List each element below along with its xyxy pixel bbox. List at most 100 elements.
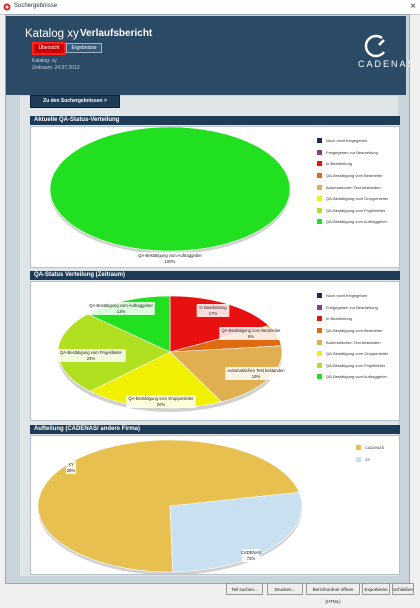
legend-label: Freigegeben zur Bearbeitung [326, 304, 378, 310]
legend-item: QA-Bestätigung vom Bearbeiter [317, 325, 402, 337]
cadenas-logo [364, 34, 385, 58]
pie-slice-label: QA-Bestätigung vom Gruppenleiter [128, 396, 194, 401]
meta-period: Zeitraum: 24.07.2013 [32, 65, 80, 71]
legend-swatch [317, 207, 322, 213]
section-period-status-header: QA-Status Verteilung (Zeitraum) [30, 271, 400, 280]
pie-slice-xy [169, 491, 303, 573]
legend-item: QA-Bestätigung vom Projektleiter [317, 205, 402, 217]
pie-label-background [219, 327, 283, 340]
legend-swatch [317, 362, 322, 368]
legend-label: Freigegeben zur Bearbeitung [326, 149, 378, 155]
legend-label: In Bearbeitung [326, 161, 353, 167]
pie-slice-label: QA-Bestätigung vom Bearbeiter [221, 328, 281, 333]
legend-swatch [317, 304, 322, 310]
legend-label: Automatischen Test bestanden [326, 184, 381, 190]
legend-company-split: CADENAS XY [356, 442, 420, 465]
legend-swatch [356, 445, 361, 451]
legend-label: QA-Bestätigung vom Bearbeiter [326, 328, 383, 334]
legend-label: QA-Bestätigung vom Bearbeiter [326, 173, 383, 179]
pie-slice-value: 28% [67, 468, 76, 473]
legend-item: QA-Bestätigung vom Bearbeiter [317, 170, 402, 182]
legend-swatch [317, 161, 322, 167]
pie-label-background [241, 549, 261, 562]
pie-slice-value: 72% [247, 556, 256, 561]
legend-item: Automatischen Test bestanden [317, 336, 402, 348]
legend-item: Automatischen Test bestanden [317, 181, 402, 193]
legend-item: Freigegeben zur Bearbeitung [317, 147, 402, 159]
legend-swatch [317, 138, 322, 144]
pie-slice-value: 24% [87, 356, 96, 361]
tab-overview[interactable]: Übersicht [32, 42, 66, 55]
pie-slice-label: Automatischen Test bestanden [227, 368, 285, 373]
export-button[interactable]: Exportieren [362, 583, 390, 595]
legend-period-status: Noch nicht freigegeben Freigegeben zur Be… [317, 290, 402, 383]
pie-label-background [225, 367, 287, 380]
pie-label-background [126, 395, 196, 408]
panel-current-status: QA-Bestätigung vom Auftraggeber 100% Noch… [30, 126, 400, 268]
pie-label-background [56, 349, 126, 362]
pie-slice-qa-best-tigung-vom-auftraggeber [49, 127, 291, 252]
pie-slice-value: 20% [157, 402, 166, 407]
close-icon[interactable]: × [410, 1, 416, 12]
panel-period-status: In Bearbeitung 17% QA-Bestätigung vom Bear… [30, 281, 400, 421]
legend-swatch [317, 374, 322, 380]
pie-slice-value: 6% [248, 334, 254, 339]
pie-slice-label: QA-Bestätigung vom Projektleiter [60, 350, 123, 355]
report-header [6, 16, 406, 95]
catalog-name: Katalog xy [25, 28, 79, 40]
legend-swatch [317, 351, 322, 357]
pie-slice-value: 17% [209, 311, 218, 316]
legend-swatch [317, 328, 322, 334]
legend-swatch [317, 293, 322, 299]
pie-slice-value: 13% [117, 309, 126, 314]
legend-swatch [317, 173, 322, 179]
legend-item: In Bearbeitung [317, 313, 402, 325]
pie-slice-label: In Bearbeitung [199, 305, 227, 310]
legend-item: Noch nicht freigegeben [317, 290, 402, 302]
pie-label-background [87, 302, 155, 315]
panel-company-split: CADENAS 72% XY 28% CADENAS XY [30, 435, 400, 575]
pie-slice-label: XY [68, 462, 74, 467]
legend-swatch [317, 149, 322, 155]
pie-label-background [196, 304, 230, 317]
report-title: Verlaufsbericht [80, 28, 153, 39]
meta-catalog: Katalog: xy [32, 58, 57, 64]
legend-swatch [317, 219, 322, 225]
legend-item: Freigegeben zur Bearbeitung [317, 302, 402, 314]
find-part-button[interactable]: Teil suchen... [226, 583, 263, 595]
legend-item: Noch nicht freigegeben [317, 135, 402, 147]
tab-results[interactable]: Ergebnisse [66, 43, 102, 53]
legend-label: Automatischen Test bestanden [326, 339, 381, 345]
legend-label: QA-Bestätigung vom Gruppenleiter [326, 351, 389, 357]
pie-slice-value: 100% [165, 259, 176, 264]
app-icon [3, 3, 11, 11]
close-button[interactable]: Schließen [392, 583, 414, 595]
legend-label: Noch nicht freigegeben [326, 293, 368, 299]
print-button[interactable]: Drucken... [267, 583, 303, 595]
to-results-button[interactable]: Zu den Suchergebnissen > [30, 95, 120, 108]
pie-slice-label: CADENAS [241, 550, 261, 555]
pie-slice-value: 19% [252, 374, 261, 379]
legend-swatch [356, 456, 361, 462]
legend-item: QA-Bestätigung vom Gruppenleiter [317, 348, 402, 360]
legend-label: In Bearbeitung [326, 316, 353, 322]
legend-item: CADENAS [356, 442, 420, 454]
legend-label: CADENAS [365, 445, 385, 451]
legend-label: QA-Bestätigung vom Projektleiter [326, 207, 386, 213]
section-company-split-header: Aufteilung (CADENAS/ andere Firma) [30, 425, 400, 434]
legend-item: QA-Bestätigung vom Gruppenleiter [317, 193, 402, 205]
legend-item: QA-Bestätigung vom Auftraggeber [317, 216, 402, 228]
pie-label-background [136, 252, 204, 265]
legend-current-status: Noch nicht freigegeben Freigegeben zur Be… [317, 135, 402, 228]
open-report-folder-button[interactable]: Berichtordner öffnen (HTML) [306, 583, 360, 604]
legend-label: QA-Bestätigung vom Auftraggeber [326, 219, 387, 225]
legend-item: QA-Bestätigung vom Auftraggeber [317, 371, 402, 383]
